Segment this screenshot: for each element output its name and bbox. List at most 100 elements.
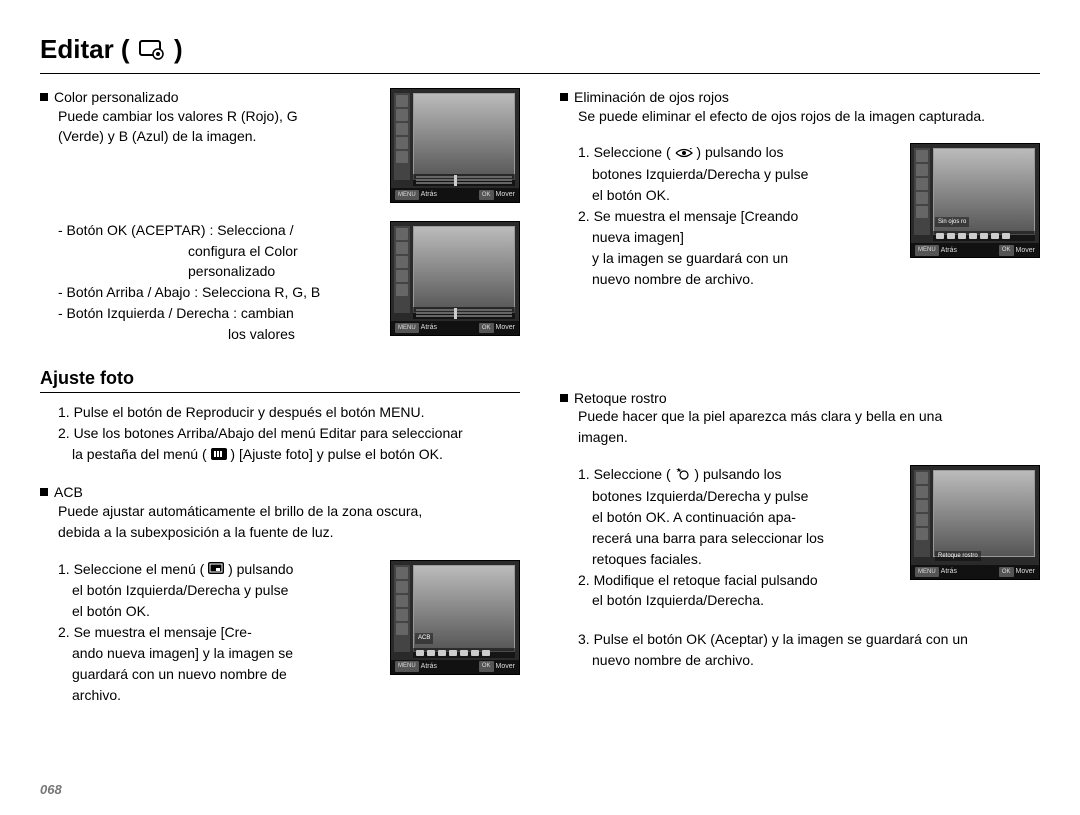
btn-ok-1: - Botón OK (ACEPTAR) : Selecciona / <box>40 221 378 240</box>
thumb-back-label: Atrás <box>421 190 437 199</box>
thumb-ok-btn: OK <box>999 245 1014 255</box>
left-column: Color personalizado Puede cambiar los va… <box>40 88 520 725</box>
color-heading: Color personalizado <box>54 88 179 107</box>
color-buttons-text: - Botón OK (ACEPTAR) : Selecciona / conf… <box>40 221 378 346</box>
thumb-move-label: Mover <box>1016 567 1035 576</box>
thumb-sidebar <box>914 470 930 557</box>
face-2b: el botón Izquierda/Derecha. <box>578 591 898 610</box>
ajuste-steps: 1. Pulse el botón de Reproducir y despué… <box>40 403 520 465</box>
thumb-back-label: Atrás <box>941 567 957 576</box>
redeye-1a: 1. Seleccione ( <box>578 144 671 160</box>
face-3b: nuevo nombre de archivo. <box>578 651 1040 670</box>
acb-steps-text: 1. Seleccione el menú ( ) pulsando el bo… <box>40 560 378 707</box>
thumb-ok-btn: OK <box>999 567 1014 577</box>
acb-1c: el botón Izquierda/Derecha y pulse <box>58 581 378 600</box>
right-column: Eliminación de ojos rojos Se puede elimi… <box>560 88 1040 725</box>
face-2a: 2. Modifique el retoque facial pulsando <box>578 571 898 590</box>
face-desc-2: imagen. <box>560 428 1040 447</box>
thumb-bottom-bar: MENUAtrás OKMover <box>391 321 519 335</box>
section-face-steps: 1. Seleccione ( ) pulsando los botones I… <box>560 465 1040 612</box>
acb-desc-1: Puede ajustar automáticamente el brillo … <box>40 502 520 521</box>
thumb-move-label: Mover <box>1016 246 1035 255</box>
thumb-acb: ACB MENUAtrás OKMover <box>390 560 520 675</box>
thumb-menu-btn: MENU <box>395 661 419 671</box>
btn-ud: - Botón Arriba / Abajo : Selecciona R, G… <box>40 283 378 302</box>
ajuste-2c-text: ) [Ajuste foto] y pulse el botón OK. <box>230 446 442 462</box>
thumb-color-1: MENUAtrás OKMover <box>390 88 520 203</box>
adjust-menu-icon <box>211 446 227 465</box>
face-1f: retoques faciales. <box>578 550 898 569</box>
page-number: 068 <box>40 781 62 799</box>
thumb-menu-btn: MENU <box>395 190 419 200</box>
edit-gear-icon <box>139 34 165 69</box>
acb-2d: archivo. <box>58 686 378 705</box>
acb-1a: 1. Seleccione el menú ( <box>58 561 204 577</box>
thumb-back-label: Atrás <box>421 662 437 671</box>
redeye-steps-text: 1. Seleccione ( ) pulsando los botones I… <box>560 143 898 290</box>
thumb-back-label: Atrás <box>941 246 957 255</box>
thumb-bottom-bar: MENUAtrás OKMover <box>391 188 519 202</box>
face-step-1a: 1. Seleccione ( ) pulsando los <box>578 465 898 485</box>
ajuste-step-2b: la pestaña del menú ( ) [Ajuste foto] y … <box>40 445 520 465</box>
acb-desc-2: debida a la subexposición a la fuente de… <box>40 523 520 542</box>
redeye-1c: botones Izquierda/Derecha y pulse <box>578 165 898 184</box>
section-color-personalizado: Color personalizado Puede cambiar los va… <box>40 88 520 203</box>
thumb-ok-btn: OK <box>479 323 494 333</box>
color-text: Color personalizado Puede cambiar los va… <box>40 88 378 149</box>
thumb-photo <box>933 470 1035 557</box>
acb-1d: el botón OK. <box>58 602 378 621</box>
thumb-ok-btn: OK <box>479 661 494 671</box>
ajuste-step-1: 1. Pulse el botón de Reproducir y despué… <box>40 403 520 422</box>
ajuste-2b-text: la pestaña del menú ( <box>72 446 207 462</box>
redeye-2a: 2. Se muestra el mensaje [Creando <box>578 207 898 226</box>
thumb-menu-btn: MENU <box>915 245 939 255</box>
bullet-square-icon <box>560 93 568 101</box>
title-close: ) <box>174 34 183 64</box>
btn-ok-3: personalizado <box>40 262 378 281</box>
section-acb: ACB Puede ajustar automáticamente el bri… <box>40 483 520 542</box>
thumb-photo <box>413 226 515 313</box>
thumb-face: Retoque rostro MENUAtrás OKMover <box>910 465 1040 580</box>
btn-ok-2: configura el Color <box>40 242 378 261</box>
thumb-redeye: Sin ojos ro MENUAtrás OKMover <box>910 143 1040 258</box>
redeye-1d: el botón OK. <box>578 186 898 205</box>
face-steps-text: 1. Seleccione ( ) pulsando los botones I… <box>560 465 898 612</box>
thumb-icon-strip <box>933 231 1035 241</box>
acb-step-1a: 1. Seleccione el menú ( ) pulsando <box>58 560 378 580</box>
acb-2c: guardará con un nuevo nombre de <box>58 665 378 684</box>
thumb-sidebar <box>394 93 410 180</box>
thumb-sidebar <box>394 226 410 313</box>
sparkle-face-icon <box>675 466 691 485</box>
bullet-square-icon <box>40 488 48 496</box>
btn-lr-2: los valores <box>40 325 378 344</box>
acb-2a: 2. Se muestra el mensaje [Cre- <box>58 623 378 642</box>
redeye-desc: Se puede eliminar el efecto de ojos rojo… <box>560 107 1040 126</box>
thumb-menu-btn: MENU <box>395 323 419 333</box>
acb-1b: ) pulsando <box>228 561 293 577</box>
face-1d: el botón OK. A continuación apa- <box>578 508 898 527</box>
thumb-rgb-sliders <box>413 174 515 186</box>
thumb-retoque-label: Retoque rostro <box>935 551 981 561</box>
thumb-icon-strip <box>413 648 515 658</box>
title-text: Editar ( <box>40 34 130 64</box>
thumb-move-label: Mover <box>496 662 515 671</box>
thumb-sinojos-label: Sin ojos ro <box>935 217 969 227</box>
redeye-1b: ) pulsando los <box>696 144 783 160</box>
redeye-2b: nueva imagen] <box>578 228 898 247</box>
thumb-menu-btn: MENU <box>915 567 939 577</box>
redeye-heading: Eliminación de ojos rojos <box>574 88 729 107</box>
page-title-row: Editar ( ) <box>40 32 1040 74</box>
color-desc-2: (Verde) y B (Azul) de la imagen. <box>40 127 378 146</box>
thumb-bottom-bar: MENUAtrás OKMover <box>391 660 519 674</box>
face-1e: recerá una barra para seleccionar los <box>578 529 898 548</box>
redeye-step-1a: 1. Seleccione ( ) pulsando los <box>578 143 898 163</box>
redeye-2c: y la imagen se guardará con un <box>578 249 898 268</box>
section-redeye-head: Eliminación de ojos rojos Se puede elimi… <box>560 88 1040 126</box>
thumb-photo <box>413 93 515 180</box>
content-columns: Color personalizado Puede cambiar los va… <box>40 88 1040 725</box>
thumb-back-label: Atrás <box>421 323 437 332</box>
face-3a: 3. Pulse el botón OK (Aceptar) y la imag… <box>578 630 1040 649</box>
section-redeye-steps: 1. Seleccione ( ) pulsando los botones I… <box>560 143 1040 290</box>
face-1b: ) pulsando los <box>694 466 781 482</box>
face-desc-1: Puede hacer que la piel aparezca más cla… <box>560 407 1040 426</box>
